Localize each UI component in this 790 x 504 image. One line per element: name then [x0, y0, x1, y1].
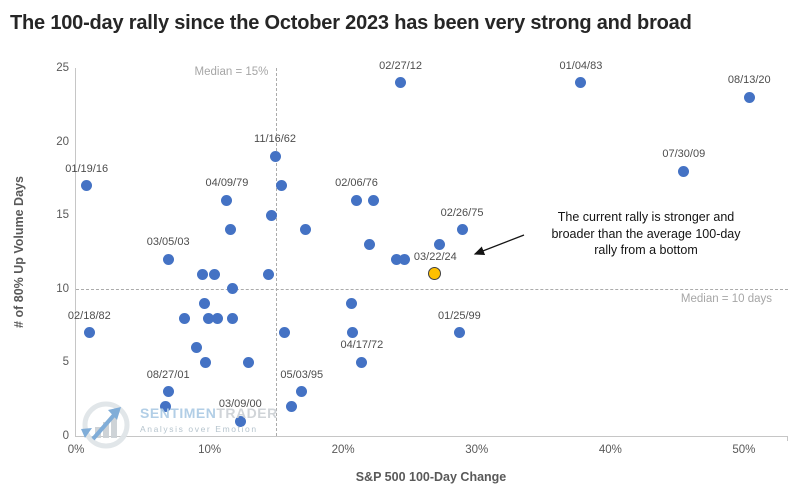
data-point [202, 312, 214, 324]
data-point [456, 224, 468, 236]
data-point [433, 239, 445, 251]
annotation-text: The current rally is stronger and broade… [526, 209, 766, 259]
x-tick-label: 0% [67, 444, 85, 456]
median-x-line [276, 68, 278, 436]
data-point [265, 209, 277, 221]
data-point [575, 77, 587, 89]
x-tick-label: 40% [598, 444, 622, 456]
median-x-label: Median = 15% [194, 66, 269, 78]
y-tick-label: 15 [56, 209, 69, 222]
chart-title: The 100-day rally since the October 2023… [10, 12, 692, 34]
data-point [351, 194, 363, 206]
watermark-logo-icon [81, 401, 130, 449]
y-tick-label: 0 [62, 430, 69, 442]
point-label: 04/17/72 [340, 339, 384, 352]
data-point [226, 312, 238, 324]
data-point [190, 342, 202, 354]
data-point [269, 150, 281, 162]
data-point [200, 356, 212, 368]
x-axis-end-tick [787, 436, 788, 441]
x-tick-label: 30% [465, 444, 489, 456]
point-label: 01/19/16 [65, 162, 109, 175]
point-label: 03/05/03 [146, 236, 190, 249]
data-point [453, 327, 465, 339]
data-point [262, 268, 274, 280]
y-tick-label: 25 [56, 62, 69, 74]
data-point [296, 386, 308, 398]
watermark-brand: SENTIMENTRADER [140, 405, 278, 421]
y-tick-label: 20 [56, 135, 69, 148]
data-point [278, 327, 290, 339]
point-label: 02/06/76 [335, 177, 378, 190]
x-axis-title: S&P 500 100-Day Change [355, 470, 507, 484]
annotation-line: The current rally is stronger and [557, 210, 735, 224]
data-point [162, 253, 174, 265]
y-axis-title: # of 80% Up Volume Days [12, 176, 26, 328]
data-point [300, 224, 312, 236]
y-tick-label: 5 [62, 356, 69, 369]
data-point [198, 298, 210, 310]
point-label: 01/04/83 [559, 59, 603, 72]
x-tick-label: 50% [732, 444, 756, 456]
data-point [225, 224, 237, 236]
data-point [221, 194, 233, 206]
data-point [226, 283, 238, 295]
data-point [345, 298, 357, 310]
data-point [197, 268, 209, 280]
x-tick-label: 20% [331, 444, 355, 456]
point-label: 11/16/62 [254, 133, 297, 146]
watermark-tagline: Analysis over Emotion [140, 424, 258, 434]
data-point [743, 91, 755, 103]
median-y-line [76, 288, 788, 290]
y-tick-label: 10 [56, 282, 69, 295]
watermark-text: SENTIMENTRADER Analysis over Emotion [140, 405, 278, 435]
data-point [160, 401, 171, 413]
point-label: 03/22/24 [413, 251, 457, 264]
annotation-line: broader than the average 100-day [551, 226, 741, 241]
data-point [83, 327, 95, 339]
point-label: 03/09/00 [218, 398, 262, 411]
data-point [347, 327, 359, 339]
point-label: 07/30/09 [662, 148, 706, 161]
data-point [285, 401, 297, 413]
point-label: 08/13/20 [727, 74, 771, 87]
data-point [178, 312, 190, 324]
data-point [395, 77, 407, 89]
data-point [212, 312, 224, 324]
data-point [399, 253, 411, 265]
data-point [242, 356, 254, 368]
point-label: 08/27/01 [146, 368, 190, 381]
data-point [364, 239, 376, 251]
data-point [162, 386, 174, 398]
data-point [81, 180, 93, 192]
data-point [276, 180, 288, 192]
point-label: 05/03/95 [280, 368, 324, 381]
point-label: 02/26/75 [440, 206, 484, 219]
point-label: 02/18/82 [67, 309, 111, 322]
data-point [209, 268, 221, 280]
data-point [678, 165, 690, 177]
data-point [368, 194, 380, 206]
data-point [356, 356, 368, 368]
x-tick-label: 10% [198, 444, 222, 456]
point-label: 04/09/79 [205, 177, 249, 190]
watermark: SENTIMENTRADER Analysis over Emotion [80, 400, 278, 450]
plot-area: Median = 15% Median = 10 days The curren… [56, 60, 788, 456]
data-point [234, 415, 246, 427]
data-point [391, 253, 403, 265]
annotation-line: rally from a bottom [594, 243, 698, 257]
current-data-point [428, 267, 442, 281]
median-y-label: Median = 10 days [680, 292, 772, 305]
point-label: 01/25/99 [437, 309, 481, 322]
point-label: 02/27/12 [379, 59, 423, 72]
